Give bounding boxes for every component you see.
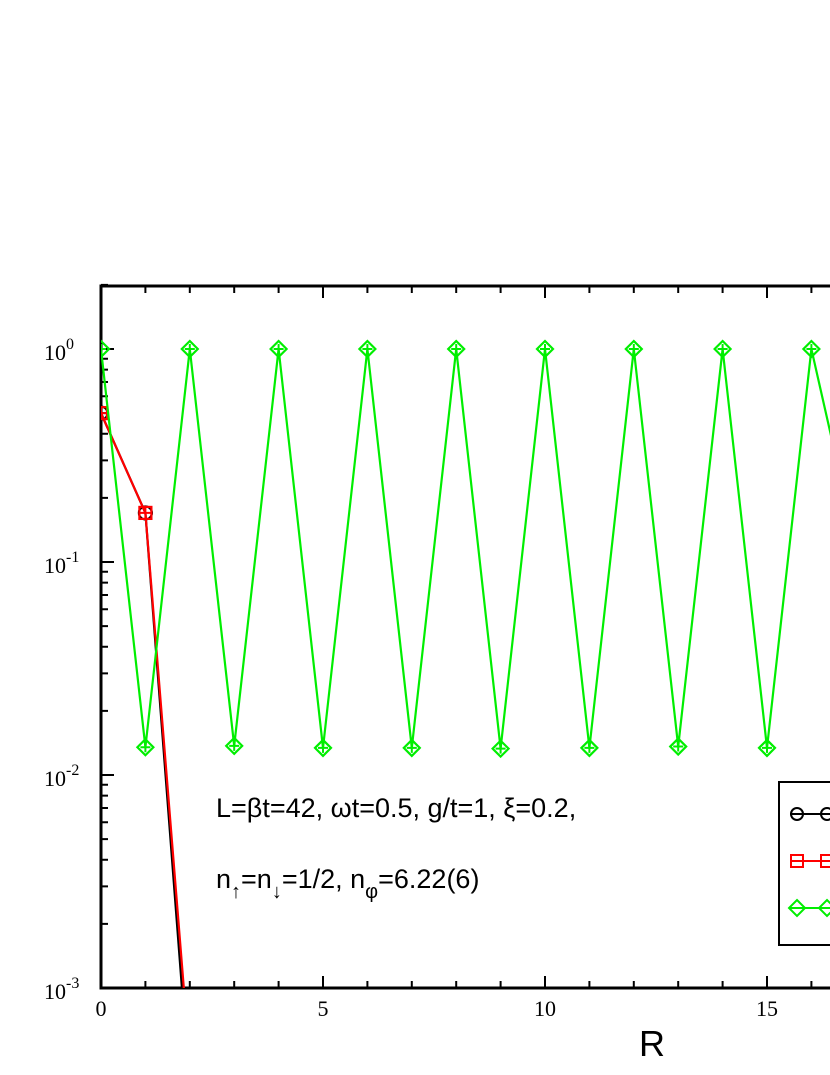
legend-marker-circle-2 [820, 807, 830, 821]
legend-marker-circle [790, 807, 804, 821]
data-point-cross [717, 344, 728, 354]
axis-ticks [100, 283, 813, 989]
legend-entry-black [790, 807, 830, 821]
data-point [713, 339, 733, 359]
x-tick-label: 15 [756, 996, 778, 1021]
data-point [101, 339, 111, 359]
legend-box [778, 781, 830, 946]
x-axis-label: R [639, 1023, 665, 1064]
data-point [402, 738, 422, 758]
data-point-cross [628, 344, 639, 354]
data-point-cross [673, 741, 684, 752]
legend-marker-diamond [787, 898, 807, 918]
y-tick-label: 100 [44, 336, 74, 365]
data-point-cross [139, 506, 152, 519]
legend-entry-green [787, 898, 830, 918]
legend-marker-square-2 [820, 854, 830, 868]
x-tick-labels: 0 5 10 15 [96, 996, 779, 1021]
data-point-cross [101, 407, 107, 420]
data-point [579, 738, 599, 758]
data-point [446, 339, 466, 359]
data-point [668, 737, 688, 757]
x-tick-label: 10 [534, 996, 556, 1021]
legend-marker-diamond-2 [817, 898, 830, 918]
data-point-cross [184, 344, 195, 354]
data-point [135, 737, 155, 757]
data-point-cross [362, 344, 373, 354]
data-point [313, 738, 333, 758]
y-tick-label: 10-2 [44, 762, 79, 791]
series-line [101, 348, 830, 749]
series-group [101, 339, 830, 988]
data-point [224, 736, 244, 756]
data-point-cross [273, 344, 284, 354]
data-point-cross [806, 344, 817, 354]
data-point-cross [140, 742, 151, 753]
data-point-cross [762, 742, 772, 753]
data-point-cross [406, 742, 417, 753]
data-point-cross [584, 742, 595, 753]
annotation-line2: n↑=n↓=1/2, nφ=6.22(6) [216, 864, 479, 903]
data-point-cross [540, 344, 550, 354]
series-1 [101, 406, 185, 988]
x-tick-label: 5 [318, 996, 329, 1021]
y-tick-label: 10-1 [44, 549, 79, 578]
data-point [624, 339, 644, 359]
data-point [491, 739, 511, 759]
data-point [357, 339, 377, 359]
data-point-cross [101, 344, 106, 354]
annotation-line1: L=βt=42, ωt=0.5, g/t=1, ξ=0.2, [216, 793, 576, 823]
data-point [535, 339, 555, 359]
data-point-cross [318, 742, 328, 753]
data-point-cross [495, 743, 506, 754]
data-point [757, 738, 777, 758]
legend-entry-red [790, 854, 830, 868]
x-tick-label: 0 [96, 996, 107, 1021]
legend [778, 781, 830, 946]
data-point-cross [451, 344, 462, 354]
data-point [180, 339, 200, 359]
y-tick-label: 10-3 [44, 975, 79, 1004]
data-point [801, 339, 821, 359]
y-tick-labels: 100 10-1 10-2 10-3 [44, 336, 79, 1004]
legend-marker-square [790, 854, 804, 868]
data-point-cross [229, 740, 240, 751]
plot-frame [99, 284, 830, 990]
series-2 [101, 339, 830, 759]
data-point [269, 339, 289, 359]
